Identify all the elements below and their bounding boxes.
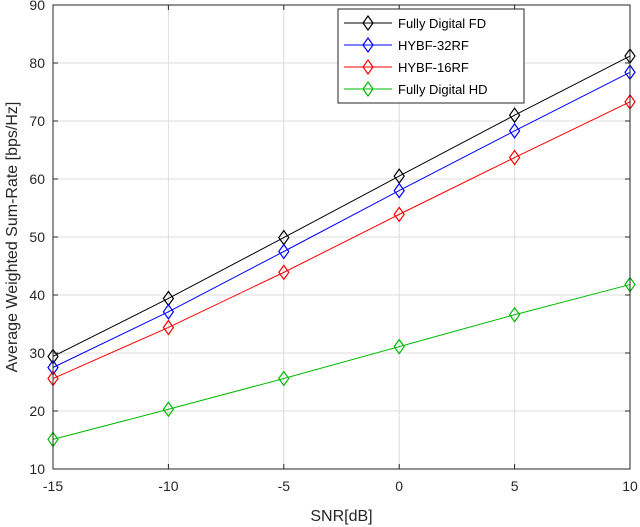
x-tick-label: -15 xyxy=(43,478,63,494)
data-point-marker xyxy=(508,107,521,124)
data-point-marker xyxy=(393,182,405,199)
x-tick-label: 0 xyxy=(395,478,403,494)
y-tick-label: 80 xyxy=(29,55,45,71)
x-tick-label: -5 xyxy=(278,478,291,494)
y-tick-label: 60 xyxy=(29,171,45,187)
data-point-marker xyxy=(508,149,521,166)
legend-label: HYBF-32RF xyxy=(398,38,469,53)
data-point-marker xyxy=(278,243,290,260)
y-tick-label: 90 xyxy=(29,0,45,13)
legend-marker xyxy=(362,14,374,32)
series-line xyxy=(52,55,631,357)
legend-box xyxy=(337,8,525,104)
series-line xyxy=(52,71,631,368)
y-tick-label: 40 xyxy=(29,287,45,303)
legend-marker xyxy=(362,36,374,54)
legend-marker xyxy=(362,80,374,98)
series-line xyxy=(52,101,631,379)
data-point-marker xyxy=(393,338,405,355)
data-point-marker xyxy=(393,206,405,223)
y-tick-label: 70 xyxy=(29,113,45,129)
data-point-marker xyxy=(278,370,290,387)
legend: Fully Digital FD HYBF-32RF HYBF-16RF Fully … xyxy=(337,8,525,104)
y-tick-label: 50 xyxy=(29,229,45,245)
x-tick-label: -10 xyxy=(158,478,178,494)
legend-label: HYBF-16RF xyxy=(398,60,469,75)
series-layer xyxy=(47,48,636,448)
axis-ticks: -15 -10 -5 0 5 10 10 20 30 40 50 60 70 80 90 xyxy=(29,0,638,494)
series-line xyxy=(52,284,631,440)
x-tick-label: 10 xyxy=(622,478,638,494)
y-tick-label: 10 xyxy=(29,461,45,477)
data-point-marker xyxy=(162,303,175,320)
data-point-marker xyxy=(162,319,175,336)
legend-label: Fully Digital FD xyxy=(398,16,486,31)
legend-marker xyxy=(362,58,374,76)
y-tick-label: 20 xyxy=(29,403,45,419)
data-point-marker xyxy=(508,306,521,323)
data-point-marker xyxy=(162,401,175,418)
x-tick-label: 5 xyxy=(511,478,519,494)
y-axis-label: Average Weighted Sum-Rate [bps/Hz] xyxy=(4,102,21,373)
legend-label: Fully Digital HD xyxy=(398,82,488,97)
data-point-marker xyxy=(508,122,521,139)
data-point-marker xyxy=(278,264,290,281)
x-axis-label: SNR[dB] xyxy=(310,508,372,525)
y-tick-label: 30 xyxy=(29,345,45,361)
